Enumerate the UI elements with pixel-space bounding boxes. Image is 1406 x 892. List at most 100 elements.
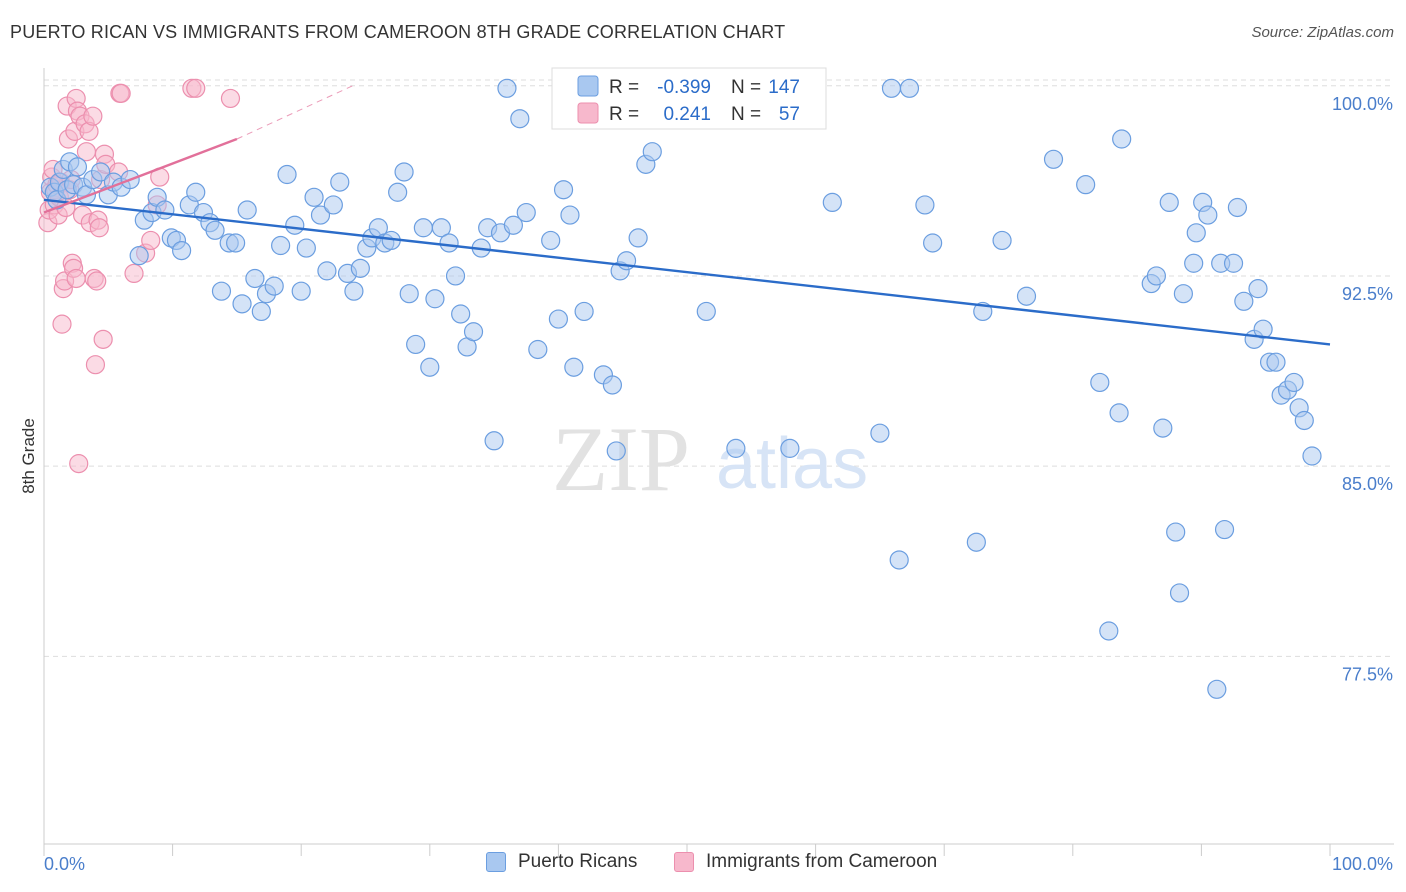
y-tick-label: 77.5% xyxy=(1342,664,1393,684)
point-puerto-rican xyxy=(251,301,271,322)
point-puerto-rican xyxy=(642,142,662,162)
point-puerto-rican xyxy=(696,301,716,322)
point-puerto-rican xyxy=(285,215,305,235)
point-cameroon xyxy=(66,268,86,289)
legend-r-value-blue: -0.399 xyxy=(657,77,711,98)
point-cameroon xyxy=(124,263,144,284)
puerto-rican-points xyxy=(40,78,1322,699)
point-puerto-rican xyxy=(1173,284,1193,304)
point-puerto-rican xyxy=(1169,583,1190,603)
y-tick-labels: 100.0% 92.5% 85.0% 77.5% xyxy=(1332,94,1393,685)
trend-line-puerto-ricans xyxy=(43,198,1331,346)
legend-r-label-blue: R = xyxy=(609,77,639,98)
point-puerto-rican xyxy=(553,180,574,200)
point-puerto-rican xyxy=(870,423,890,443)
legend-r-label-pink: R = xyxy=(609,104,639,125)
point-puerto-rican xyxy=(232,294,252,314)
source-label: Source: ZipAtlas.com xyxy=(1251,24,1394,41)
point-puerto-rican xyxy=(323,195,343,215)
point-puerto-rican xyxy=(1166,522,1186,542)
stats-legend: R = -0.399 N = 147 R = 0.241 N = 57 xyxy=(551,67,827,130)
point-puerto-rican xyxy=(155,200,175,220)
point-puerto-rican xyxy=(548,309,569,329)
watermark: ZIP atlas xyxy=(552,408,868,510)
point-puerto-rican xyxy=(439,233,459,253)
point-puerto-rican xyxy=(90,162,111,182)
legend-item-cameroon: Immigrants from Cameroon xyxy=(674,851,937,873)
point-puerto-rican xyxy=(399,284,419,304)
point-puerto-rican xyxy=(1076,175,1096,195)
point-puerto-rican xyxy=(304,187,324,207)
point-cameroon xyxy=(69,454,89,474)
point-puerto-rican xyxy=(1253,319,1273,339)
point-puerto-rican xyxy=(425,289,445,309)
y-axis-label: 8th Grade xyxy=(19,418,38,494)
point-puerto-rican xyxy=(1016,286,1037,306)
point-puerto-rican xyxy=(992,230,1012,251)
point-puerto-rican xyxy=(560,205,580,225)
point-puerto-rican xyxy=(1153,418,1173,438)
trend-line-cameroon xyxy=(43,137,238,214)
legend-r-value-pink: 0.241 xyxy=(663,104,711,125)
point-puerto-rican xyxy=(413,218,433,238)
point-puerto-rican xyxy=(344,281,364,301)
point-puerto-rican xyxy=(1099,621,1119,641)
point-puerto-rican xyxy=(277,164,297,185)
x-tick-marks xyxy=(43,844,1331,856)
point-puerto-rican xyxy=(915,195,935,215)
point-puerto-rican xyxy=(881,78,902,98)
trend-lines xyxy=(43,85,1331,346)
y-tick-label: 100.0% xyxy=(1332,94,1393,114)
point-puerto-rican xyxy=(67,157,88,177)
point-puerto-rican xyxy=(172,240,192,261)
point-puerto-rican xyxy=(899,78,920,98)
point-cameroon xyxy=(186,78,206,98)
point-cameroon xyxy=(111,83,131,103)
point-puerto-rican xyxy=(1302,446,1322,466)
point-puerto-rican xyxy=(186,182,206,202)
point-puerto-rican xyxy=(237,200,257,220)
point-puerto-rican xyxy=(330,172,350,192)
legend-n-label-pink: N = xyxy=(731,104,761,125)
point-cameroon xyxy=(141,230,161,251)
point-puerto-rican xyxy=(564,357,584,377)
point-puerto-rican xyxy=(606,441,626,461)
grid-lines xyxy=(44,79,1394,657)
point-puerto-rican xyxy=(503,215,523,235)
legend-swatch-blue xyxy=(577,75,599,97)
point-puerto-rican xyxy=(1227,197,1248,218)
point-puerto-rican xyxy=(394,162,414,182)
point-puerto-rican xyxy=(923,233,943,253)
point-cameroon xyxy=(85,355,106,375)
point-puerto-rican xyxy=(226,233,246,253)
point-puerto-rican xyxy=(1234,291,1254,311)
point-puerto-rican xyxy=(1159,192,1179,213)
x-tick-label-min: 0.0% xyxy=(44,854,85,874)
point-puerto-rican xyxy=(780,438,800,458)
point-puerto-rican xyxy=(541,230,561,251)
point-puerto-rican xyxy=(1184,253,1204,273)
point-puerto-rican xyxy=(497,78,517,98)
x-tick-label-max: 100.0% xyxy=(1332,854,1393,874)
point-puerto-rican xyxy=(602,375,623,395)
point-puerto-rican xyxy=(1248,279,1268,299)
point-puerto-rican xyxy=(296,238,316,258)
point-puerto-rican xyxy=(463,322,484,342)
point-puerto-rican xyxy=(1214,519,1235,540)
point-puerto-rican xyxy=(484,431,504,451)
point-puerto-rican xyxy=(310,205,331,225)
point-cameroon xyxy=(87,271,107,291)
point-puerto-rican xyxy=(406,334,426,355)
point-puerto-rican xyxy=(1112,129,1132,149)
point-puerto-rican xyxy=(431,218,451,238)
point-puerto-rican xyxy=(245,268,265,289)
point-puerto-rican xyxy=(1207,679,1227,699)
point-puerto-rican xyxy=(1223,253,1244,273)
legend-swatch-pink xyxy=(577,102,599,124)
point-puerto-rican xyxy=(129,246,149,266)
point-puerto-rican xyxy=(271,235,291,256)
point-puerto-rican xyxy=(516,202,536,223)
point-puerto-rican xyxy=(1284,372,1304,393)
point-puerto-rican xyxy=(1090,372,1110,393)
point-puerto-rican xyxy=(822,192,842,213)
